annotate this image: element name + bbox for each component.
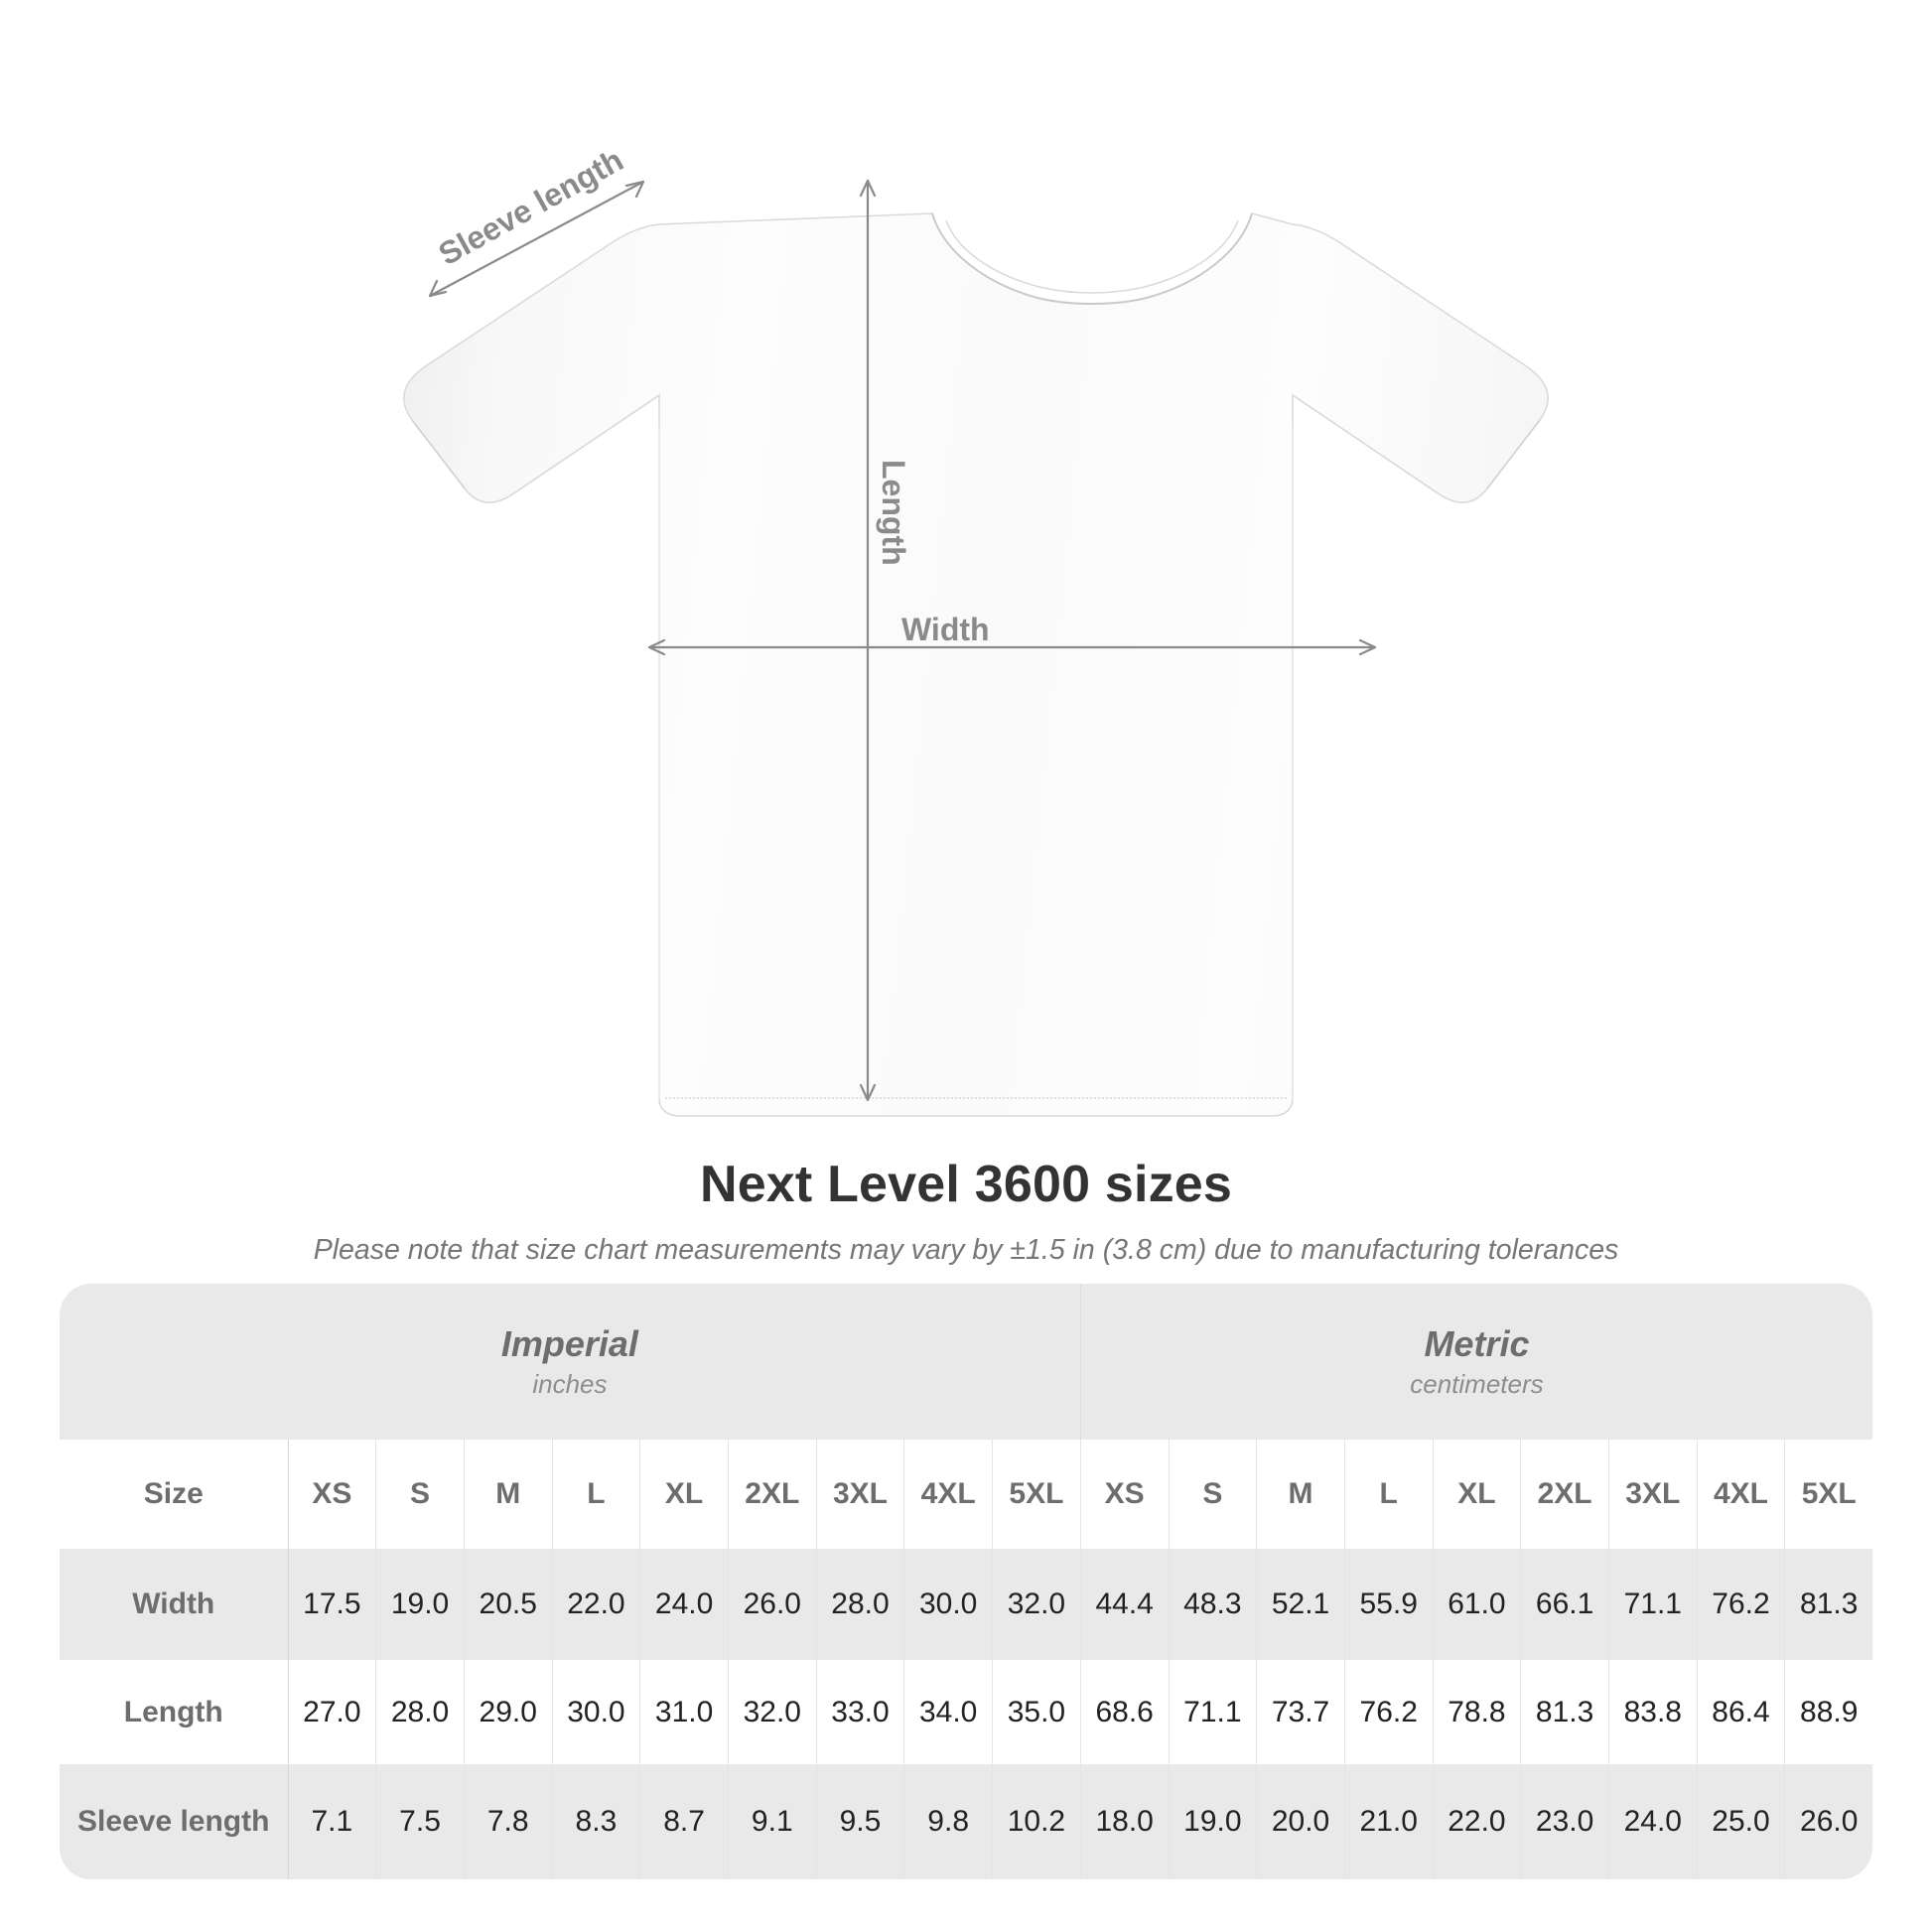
svg-text:Width: Width — [901, 612, 990, 647]
svg-text:Length: Length — [876, 460, 911, 566]
